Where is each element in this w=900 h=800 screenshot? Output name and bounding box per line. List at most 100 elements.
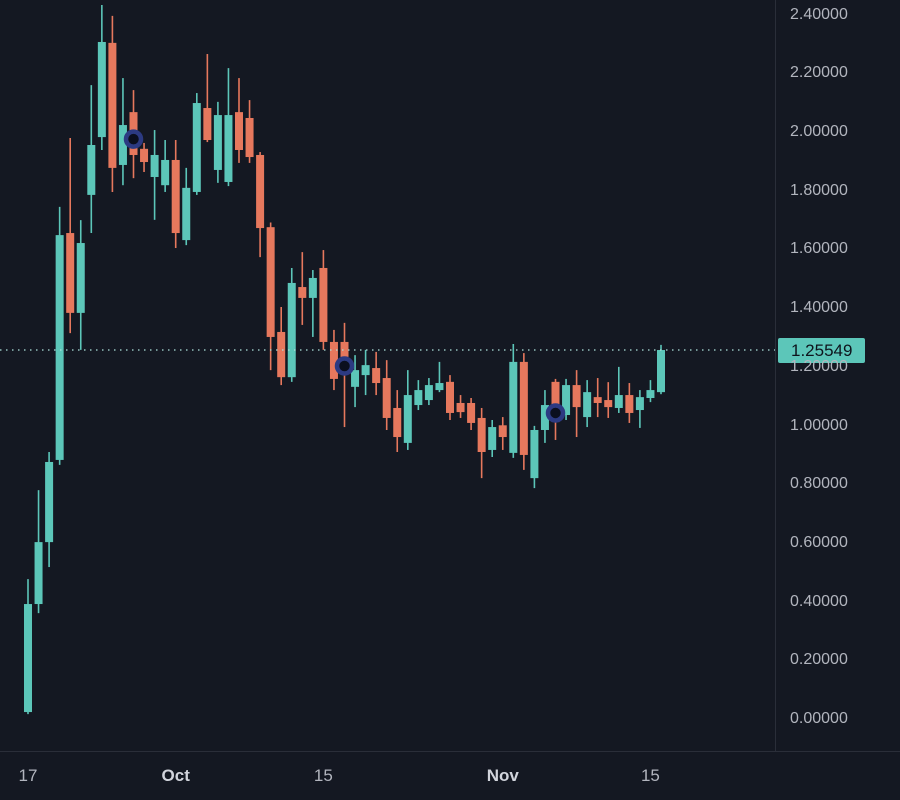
price-axis-label: 0.60000 [790, 533, 848, 551]
candle [277, 307, 286, 386]
time-axis-label: Nov [486, 766, 519, 785]
candle [646, 380, 655, 403]
candle [488, 420, 497, 457]
price-axis-label: 1.20000 [790, 357, 848, 375]
candle [108, 15, 117, 192]
candle [372, 351, 381, 396]
candle-body [583, 392, 592, 418]
candle-body [203, 108, 212, 141]
candle-body [66, 233, 75, 313]
candle-body [540, 405, 549, 430]
candle [498, 417, 507, 450]
candle-body [308, 277, 317, 298]
candle-body [435, 383, 444, 391]
current-price-label: 1.25549 [778, 337, 866, 363]
candlestick-series [0, 5, 775, 715]
candle-body [245, 117, 254, 158]
candle-body [414, 390, 423, 406]
trade-marker[interactable] [334, 356, 355, 376]
candle-body [329, 341, 338, 379]
candle-body [108, 42, 117, 168]
candle [593, 378, 602, 418]
candle-body [372, 368, 381, 384]
candle-body [530, 429, 539, 479]
candle [235, 78, 243, 163]
candle [182, 167, 191, 246]
candle-body [256, 154, 265, 229]
candle-body [403, 395, 412, 443]
candle [319, 250, 328, 350]
axis-corner [776, 752, 900, 800]
candle-body [477, 417, 486, 453]
candle [87, 85, 96, 234]
candle-body [361, 365, 370, 376]
candle-body [171, 159, 180, 234]
candle [657, 344, 665, 395]
time-axis[interactable]: 17 Oct 15 Nov 15 [0, 751, 900, 800]
candle-body [140, 148, 149, 163]
candle-body [319, 267, 328, 342]
candle-body [55, 235, 64, 460]
candle-body [97, 41, 106, 138]
candle [55, 206, 64, 465]
candle [467, 397, 476, 430]
candle-body [76, 243, 85, 313]
candle [477, 407, 486, 479]
candle [446, 375, 454, 421]
candle-body [572, 385, 581, 408]
candle [540, 390, 549, 443]
candle-body [551, 381, 560, 423]
time-axis-label: Oct [161, 766, 190, 785]
candle [530, 425, 539, 489]
candle [298, 252, 307, 325]
chart-plot-area[interactable] [0, 0, 775, 751]
candle-body [192, 103, 201, 192]
candle-body [266, 227, 275, 337]
candle [414, 380, 423, 411]
candle [245, 100, 254, 163]
candle-body [224, 115, 233, 182]
candle [140, 142, 149, 173]
candle [24, 579, 32, 715]
trade-marker[interactable] [123, 129, 144, 149]
candle [66, 137, 75, 334]
candle [213, 101, 222, 183]
price-axis[interactable]: 1.25549 2.40000 2.20000 2.00000 1.80000 1.60… [775, 0, 900, 751]
candle [403, 370, 412, 450]
candle [34, 490, 43, 614]
candle-body [519, 361, 528, 455]
candle-body [604, 400, 613, 408]
candle [635, 390, 644, 428]
candle [361, 349, 370, 396]
price-axis-label: 0.80000 [790, 475, 848, 493]
candle [97, 5, 106, 150]
candle [519, 353, 528, 470]
candle-body [467, 402, 476, 423]
price-axis-label: 0.00000 [790, 710, 848, 727]
trade-marker[interactable] [545, 403, 566, 423]
candle [161, 140, 170, 192]
candle [287, 267, 296, 382]
candle-body [34, 542, 43, 605]
candle-body [287, 282, 296, 378]
price-axis-label: 1.80000 [790, 181, 848, 199]
candle [572, 370, 581, 438]
candle [456, 395, 465, 418]
candle-body [625, 395, 634, 413]
candle-body [118, 125, 127, 165]
candle-body [498, 425, 507, 438]
candle-body [614, 395, 623, 408]
candle [351, 355, 360, 408]
candle [224, 68, 233, 187]
price-axis-label: 0.20000 [790, 651, 848, 669]
candle-body [635, 397, 644, 411]
candle-body [340, 341, 349, 357]
candle [393, 390, 402, 453]
candle [583, 380, 592, 428]
candle-body [24, 604, 32, 713]
candle [435, 361, 444, 393]
candle [625, 383, 634, 423]
candle [266, 222, 275, 371]
candle-body [277, 331, 286, 378]
